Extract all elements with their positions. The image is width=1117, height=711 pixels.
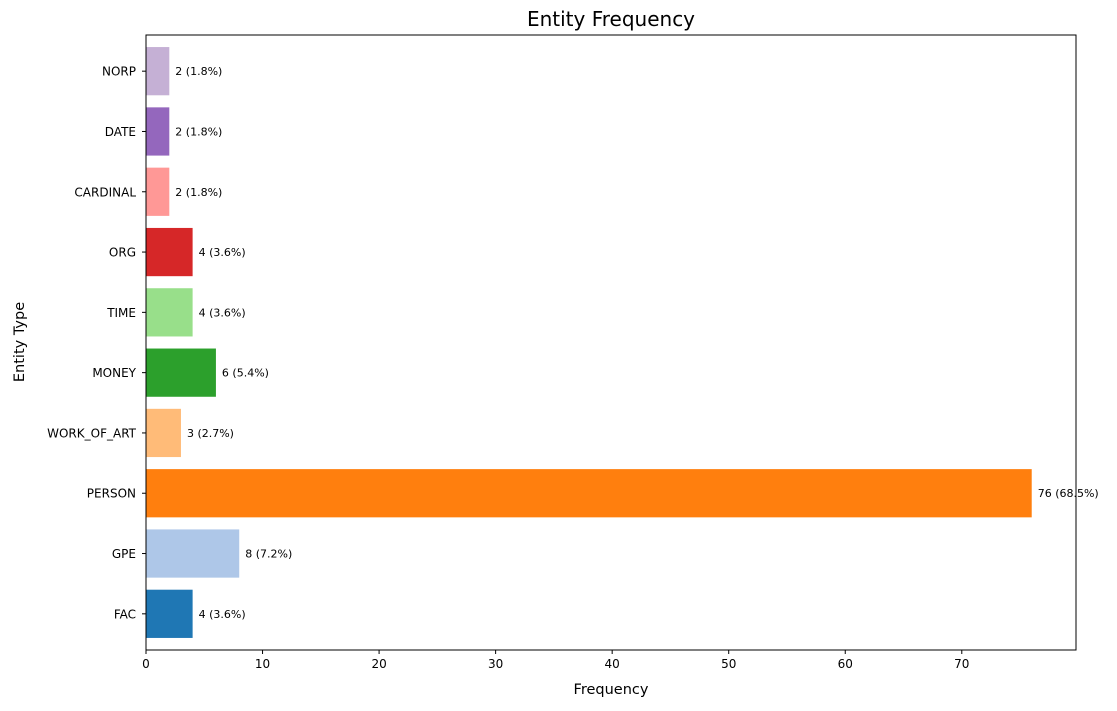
x-tick-label-0: 0 <box>142 657 150 671</box>
y-axis-ticks: FAC GPE PERSON WORK_OF_ART MONEY TIME ORG CARDI… <box>47 65 146 621</box>
bar-gpe <box>146 529 240 578</box>
x-tick-label-60: 60 <box>838 657 853 671</box>
bars-layer <box>146 47 1032 638</box>
value-labels-layer: 4 (3.6%) 8 (7.2%) 76 (68.5%) 3 (2.7%) 6 (5.4… <box>175 65 1098 621</box>
bar-work-of-art <box>146 408 181 458</box>
y-axis-title: Entity Type <box>12 302 28 382</box>
value-label-cardinal: 2 (1.8%) <box>175 186 222 199</box>
y-tick-label-person: PERSON <box>87 487 136 501</box>
x-tick-label-40: 40 <box>605 657 620 671</box>
y-tick-label-money: MONEY <box>92 366 136 380</box>
value-label-org: 4 (3.6%) <box>199 246 246 259</box>
x-axis-title: Frequency <box>574 682 649 698</box>
y-tick-label-work-of-art: WORK_OF_ART <box>47 426 137 440</box>
bar-org <box>146 227 193 277</box>
x-tick-label-10: 10 <box>255 657 270 671</box>
bar-money <box>146 348 216 397</box>
bar-norp <box>146 47 170 96</box>
value-label-fac: 4 (3.6%) <box>199 608 246 621</box>
value-label-time: 4 (3.6%) <box>199 306 246 319</box>
bar-date <box>146 107 170 156</box>
x-tick-label-20: 20 <box>371 657 386 671</box>
x-tick-label-70: 70 <box>954 657 969 671</box>
bar-person <box>146 469 1032 518</box>
x-axis-ticks: 0 10 20 30 40 50 60 70 <box>142 650 969 671</box>
value-label-date: 2 (1.8%) <box>175 125 222 138</box>
y-tick-label-org: ORG <box>109 246 136 260</box>
value-label-norp: 2 (1.8%) <box>175 65 222 78</box>
x-tick-label-50: 50 <box>721 657 736 671</box>
value-label-money: 6 (5.4%) <box>222 367 269 380</box>
bar-time <box>146 288 193 337</box>
y-tick-label-time: TIME <box>106 306 136 320</box>
y-tick-label-fac: FAC <box>114 607 136 621</box>
value-label-work-of-art: 3 (2.7%) <box>187 427 234 440</box>
chart-title: Entity Frequency <box>527 7 695 31</box>
y-tick-label-gpe: GPE <box>112 547 136 561</box>
y-tick-label-date: DATE <box>105 125 136 139</box>
plot-frame <box>145 34 1077 651</box>
value-label-gpe: 8 (7.2%) <box>245 548 292 561</box>
y-tick-label-norp: NORP <box>102 65 136 79</box>
bar-cardinal <box>146 167 170 216</box>
x-tick-label-30: 30 <box>488 657 503 671</box>
y-tick-label-cardinal: CARDINAL <box>74 185 136 199</box>
value-label-person: 76 (68.5%) <box>1038 487 1099 500</box>
bar-fac <box>146 589 193 638</box>
